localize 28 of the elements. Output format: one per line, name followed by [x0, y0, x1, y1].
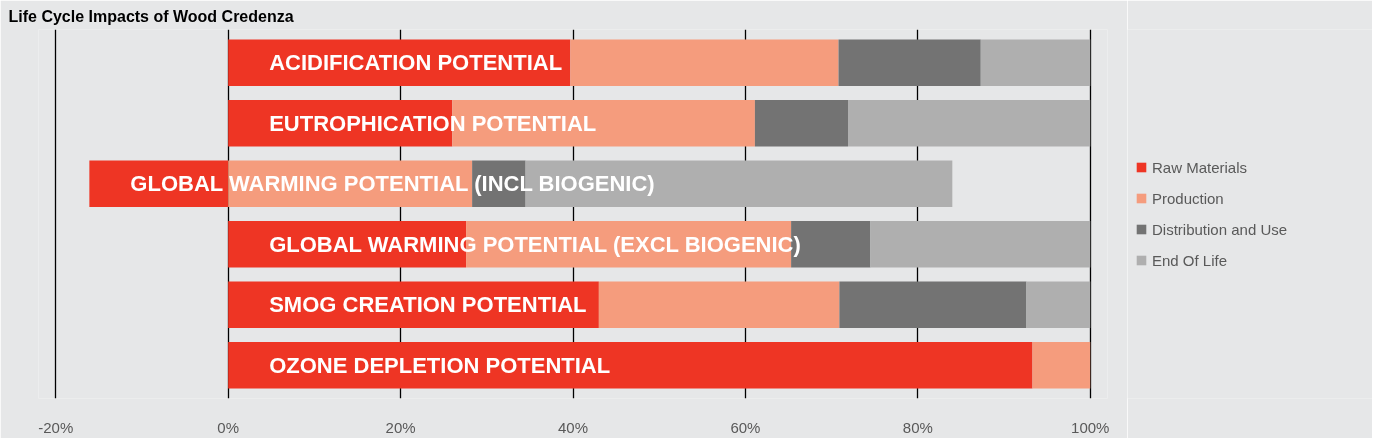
y-tick-label: SMOG CREATION POTENTIAL [269, 292, 587, 318]
y-tick-label: GLOBAL WARMING POTENTIAL (INCL BIOGENIC) [130, 171, 655, 197]
bar [570, 39, 839, 87]
x-tick-label: -20% [38, 418, 74, 436]
y-tick-label: ACIDIFICATION POTENTIAL [269, 50, 563, 76]
bar [1026, 281, 1091, 329]
bar [228, 341, 1033, 389]
legend-label: Production [1152, 189, 1224, 207]
y-tick-label: EUTROPHICATION POTENTIAL [269, 110, 597, 136]
bar [980, 39, 1091, 87]
legend-label: End Of Life [1152, 251, 1228, 269]
x-tick-label: 100% [1071, 418, 1110, 436]
chart-title: Life Cycle Impacts of Wood Credenza [8, 7, 294, 25]
x-tick-label: 0% [217, 418, 240, 436]
bar [848, 99, 1091, 147]
y-tick-label: OZONE DEPLETION POTENTIAL [269, 352, 611, 378]
bar [838, 39, 981, 87]
x-tick-label: 80% [902, 418, 933, 436]
x-tick-label: 60% [730, 418, 761, 436]
bar [1032, 341, 1091, 389]
legend-label: Raw Materials [1152, 158, 1248, 176]
x-tick-label: 40% [557, 418, 589, 436]
legend-label: Distribution and Use [1152, 220, 1288, 238]
bar [598, 281, 840, 329]
x-tick-label: 20% [385, 418, 416, 436]
bar [839, 281, 1027, 329]
bar [754, 99, 849, 147]
bar [870, 220, 1091, 268]
